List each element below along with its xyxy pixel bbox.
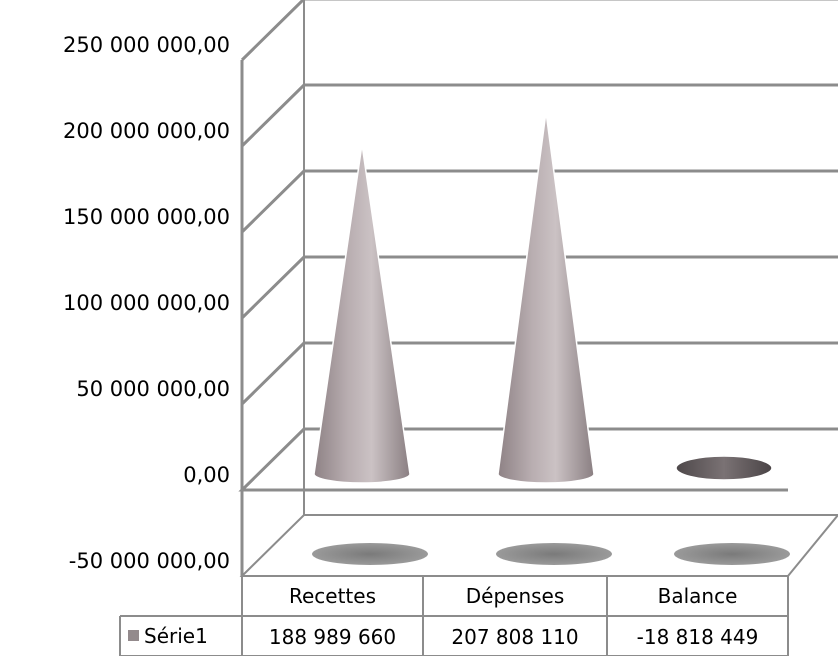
chart-marks [312,111,790,565]
table-value-cell: 188 989 660 [269,625,396,649]
data-table: Recettes Dépenses Balance Série1 188 989 660… [119,576,789,656]
y-tick-label: 250 000 000,00 [63,33,230,57]
table-category-label: Dépenses [466,584,565,608]
cone-bar-negative-top [675,455,773,481]
cone-bar [497,111,595,484]
chart-walls [240,0,838,576]
y-tick-label: 50 000 000,00 [76,377,230,401]
gridline [240,169,838,234]
gridline [240,341,838,406]
y-tick-label: 200 000 000,00 [63,119,230,143]
series-name-label: Série1 [144,624,208,648]
cone-shadow [496,543,612,565]
cone-shadow [674,543,790,565]
legend-key-swatch [128,630,139,641]
cone-bar [313,144,411,484]
table-category-label: Balance [658,584,738,608]
table-value-cell: -18 818 449 [637,625,759,649]
gridline [240,0,838,62]
gridline [240,83,838,148]
y-tick-label: 150 000 000,00 [63,205,230,229]
y-axis-tick-labels: -50 000 000,00 0,00 50 000 000,00 100 000 0… [63,33,230,573]
y-tick-label: -50 000 000,00 [69,549,230,573]
table-category-label: Recettes [289,584,376,608]
table-value-cell: 207 808 110 [451,625,578,649]
y-tick-label: 100 000 000,00 [63,291,230,315]
y-tick-label: 0,00 [183,463,230,487]
cone-shadow [312,543,428,565]
gridline [240,255,838,320]
